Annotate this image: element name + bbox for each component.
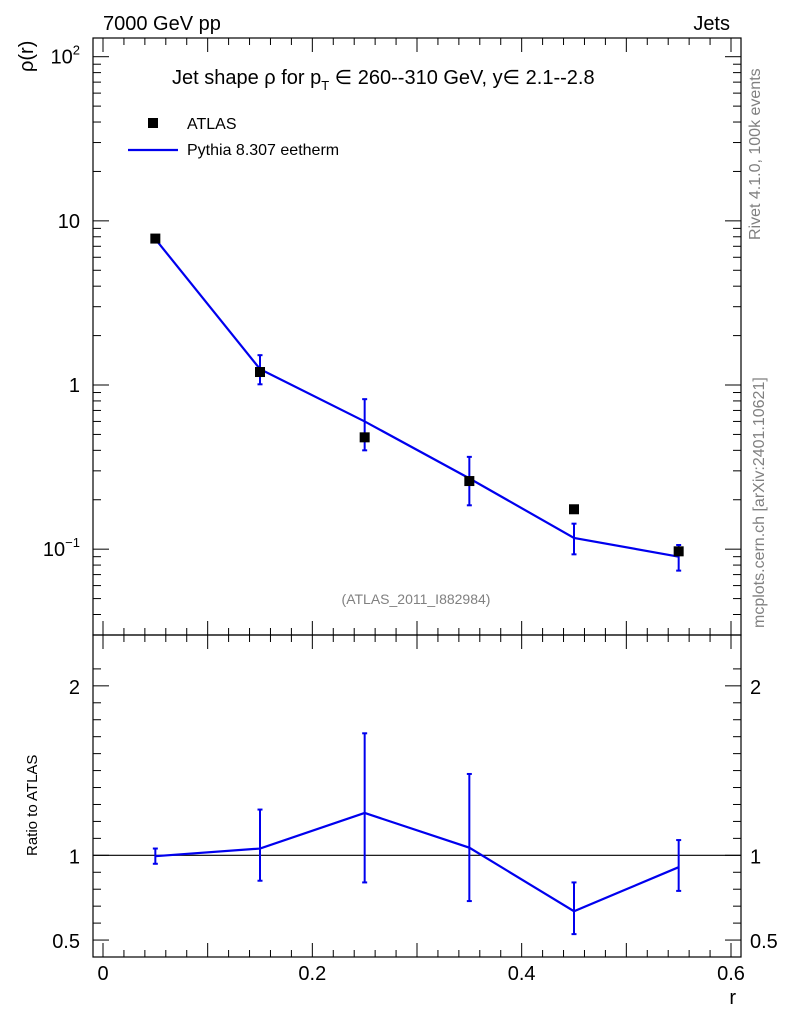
ratio-tick-label-left: 0.5 <box>52 931 80 953</box>
ratio-tick-label-left: 2 <box>69 677 80 699</box>
legend-atlas-label: ATLAS <box>187 116 237 133</box>
x-tick-label: 0 <box>97 963 108 985</box>
ratio-tick-label-right: 2 <box>750 677 761 699</box>
x-axis-label: r <box>729 987 736 1009</box>
ratio-axis-label: Ratio to ATLAS <box>24 755 41 856</box>
x-tick-label: 0.2 <box>298 963 326 985</box>
atlas-point <box>464 476 475 487</box>
mcplots-label: mcplots.cern.ch [arXiv:2401.10621] <box>751 377 768 628</box>
ratio-tick-label-right: 1 <box>750 846 761 868</box>
ratio-line <box>155 811 680 913</box>
y-tick-label: 102 <box>51 43 80 69</box>
y-tick-label: 10 <box>58 211 80 233</box>
atlas-point <box>359 432 370 443</box>
atlas-point <box>150 233 161 244</box>
ratio-tick-label-left: 1 <box>69 846 80 868</box>
ratio-plot-frame <box>92 634 742 958</box>
rivet-label: Rivet 4.1.0, 100k events <box>747 68 764 240</box>
chart-title: Jet shape ρ for pT ∈ 260--310 GeV, y∈ 2.… <box>172 67 595 93</box>
atlas-point <box>673 546 684 557</box>
x-tick-label: 0.4 <box>508 963 536 985</box>
legend-atlas-marker <box>148 118 158 128</box>
atlas-point <box>569 504 579 515</box>
analysis-id-label: (ATLAS_2011_I882984) <box>342 591 491 607</box>
ratio-tick-label-right: 0.5 <box>750 931 778 953</box>
header-left: 7000 GeV pp <box>103 13 221 35</box>
y-tick-label: 1 <box>69 375 80 397</box>
header-right: Jets <box>693 13 730 35</box>
y-axis-label: ρ(r) <box>16 41 38 72</box>
x-tick-label: 0.6 <box>717 963 745 985</box>
pythia-line <box>154 238 679 558</box>
atlas-point <box>255 367 265 378</box>
y-tick-label: 10−1 <box>43 535 80 561</box>
legend-pythia-label: Pythia 8.307 eetherm <box>187 142 339 159</box>
